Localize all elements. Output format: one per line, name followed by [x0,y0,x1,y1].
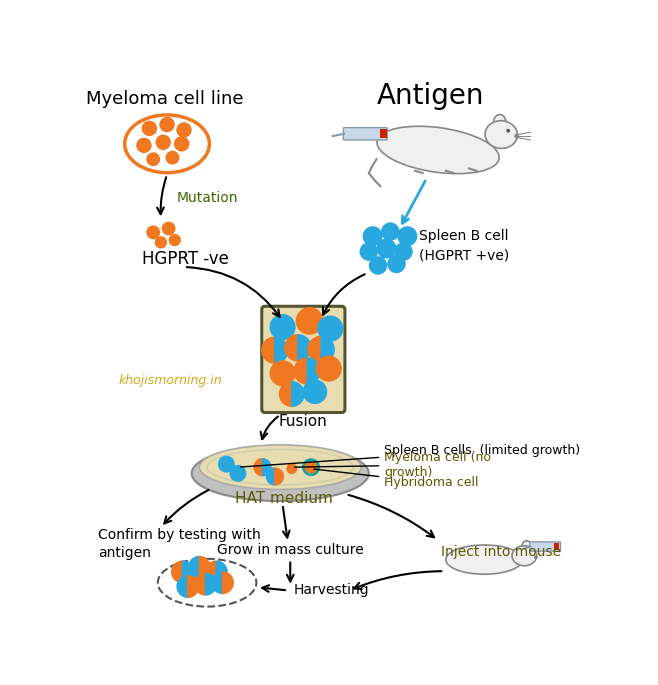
Wedge shape [188,576,199,597]
Wedge shape [308,336,321,362]
Circle shape [155,236,167,249]
Circle shape [286,463,297,474]
Text: Confirm by testing with
antigen: Confirm by testing with antigen [98,528,261,560]
Wedge shape [254,459,263,475]
Polygon shape [553,543,559,549]
Circle shape [317,316,343,342]
Ellipse shape [522,540,531,552]
Wedge shape [262,337,275,363]
FancyBboxPatch shape [343,127,388,140]
Circle shape [295,307,323,335]
Ellipse shape [485,121,517,149]
Wedge shape [291,382,304,406]
Circle shape [506,129,510,133]
Text: HGPRT -ve: HGPRT -ve [141,250,228,269]
Wedge shape [266,468,275,485]
Circle shape [316,356,342,382]
Polygon shape [380,129,386,138]
Wedge shape [307,358,320,384]
Wedge shape [195,573,205,595]
Wedge shape [275,468,284,485]
Circle shape [168,234,181,246]
Ellipse shape [512,546,537,566]
Wedge shape [263,459,271,475]
Circle shape [176,122,191,138]
Wedge shape [280,382,291,406]
Wedge shape [182,561,193,583]
Wedge shape [172,561,182,583]
Circle shape [381,223,399,241]
Ellipse shape [494,114,506,130]
Circle shape [534,556,538,559]
Circle shape [270,314,295,340]
Circle shape [166,151,180,164]
Circle shape [136,138,151,153]
Wedge shape [205,573,216,595]
Text: Hybridoma cell: Hybridoma cell [314,469,478,489]
Text: Harvesting: Harvesting [293,584,369,597]
Wedge shape [177,576,188,597]
Wedge shape [189,556,199,578]
Text: Antigen: Antigen [376,82,484,110]
Text: Fusion: Fusion [279,414,328,429]
Circle shape [155,134,171,150]
Ellipse shape [377,126,499,174]
FancyBboxPatch shape [530,542,561,551]
Circle shape [230,465,246,482]
Circle shape [303,379,327,404]
Circle shape [397,226,417,246]
Wedge shape [212,572,222,593]
Text: Inject into mouse: Inject into mouse [441,545,561,559]
Text: Myeloma cell line: Myeloma cell line [86,90,243,108]
Text: khojismorning.in: khojismorning.in [118,375,222,388]
Circle shape [174,136,190,151]
Circle shape [394,242,413,261]
Text: Myeloma cell (no
growth): Myeloma cell (no growth) [295,451,491,479]
Wedge shape [199,556,210,578]
Text: Mutation: Mutation [176,190,238,205]
Circle shape [146,225,160,239]
Wedge shape [222,572,234,593]
Text: Spleen B cell
(HGPRT +ve): Spleen B cell (HGPRT +ve) [419,229,509,263]
Wedge shape [285,335,298,361]
Wedge shape [205,561,216,583]
Wedge shape [275,337,288,363]
Circle shape [270,360,295,386]
Wedge shape [216,561,227,583]
Text: Grow in mass culture: Grow in mass culture [217,543,364,557]
Circle shape [368,256,388,275]
Circle shape [359,242,378,261]
Circle shape [162,221,176,236]
FancyBboxPatch shape [262,306,345,412]
Wedge shape [321,336,334,362]
Circle shape [141,121,157,136]
Wedge shape [298,335,311,361]
Circle shape [363,226,383,246]
Ellipse shape [445,545,523,574]
Circle shape [515,134,519,138]
Circle shape [218,456,235,473]
Text: Spleen B cells  (limited growth): Spleen B cells (limited growth) [241,444,580,467]
Text: HAT medium: HAT medium [235,490,333,506]
Circle shape [303,460,318,475]
Circle shape [159,117,175,132]
Circle shape [376,238,397,258]
Circle shape [146,152,160,166]
Ellipse shape [199,445,361,490]
Wedge shape [294,358,307,384]
Circle shape [388,255,406,273]
Ellipse shape [191,446,368,501]
